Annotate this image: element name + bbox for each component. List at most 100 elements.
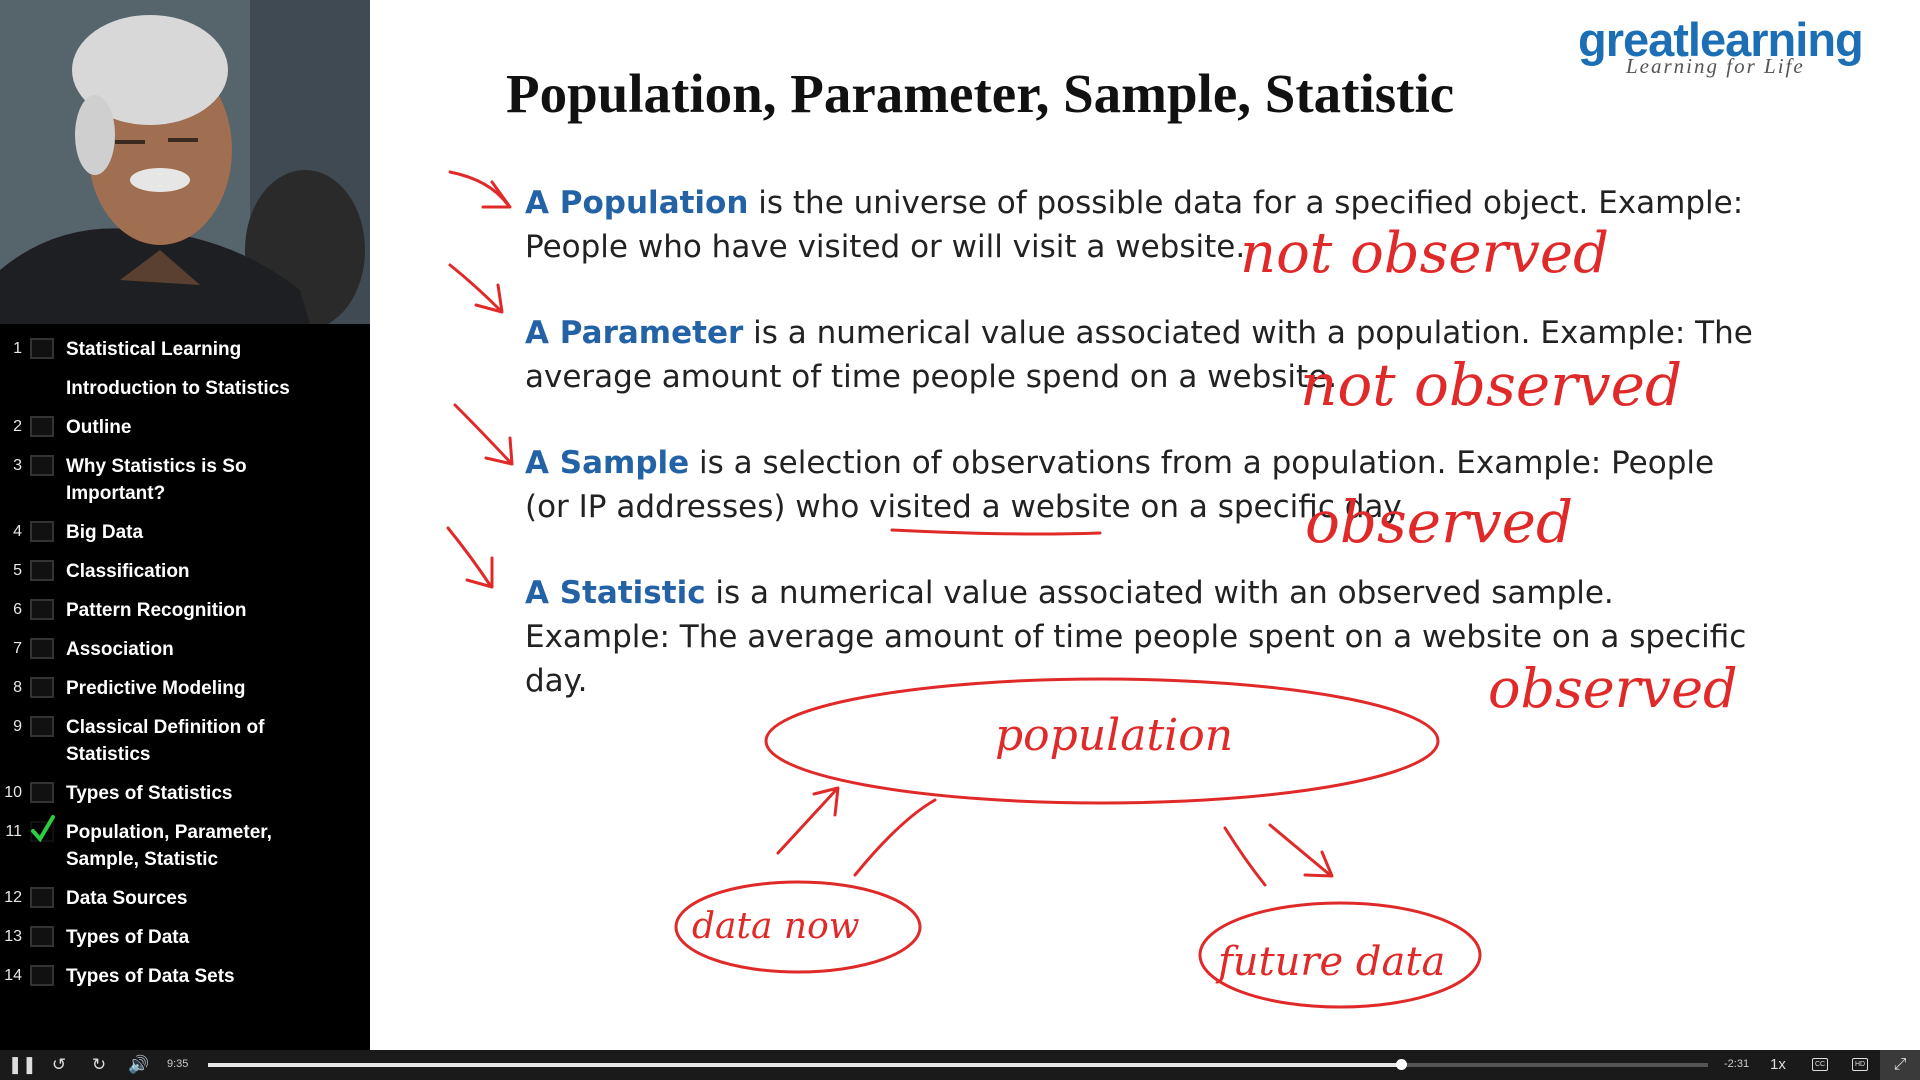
chapter-number: 13 (4, 928, 22, 945)
playback-speed-button[interactable]: 1x (1770, 1056, 1786, 1073)
chapter-number: 1 (13, 340, 22, 357)
chapter-title: Why Statistics is So Important? (66, 456, 247, 504)
pause-icon[interactable]: ❚❚ (8, 1055, 37, 1074)
chapter-number: 10 (4, 784, 22, 801)
volume-icon[interactable]: 🔊 (128, 1055, 150, 1074)
chapter-number: 11 (5, 823, 22, 840)
chapter-number: 14 (4, 967, 22, 984)
annotation-line (853, 798, 937, 877)
remaining-time: -2:31 (1724, 1058, 1750, 1070)
data-now-ellipse (674, 880, 922, 974)
chapter-title: Predictive Modeling (66, 678, 246, 699)
annotation-underline (890, 528, 1102, 536)
chapter-checkbox (30, 560, 54, 581)
chapter-checkbox (30, 965, 54, 986)
annotation-observed-2: observed (1488, 657, 1738, 720)
definition-parameter: A Parameter is a numerical value associa… (525, 315, 1753, 395)
chapter-number: 8 (13, 679, 22, 696)
annotation-line (1223, 826, 1267, 887)
chapter-item[interactable]: Introduction to Statistics (0, 369, 370, 408)
annotation-not-observed-2: not observed (1300, 351, 1682, 419)
chapter-title: Introduction to Statistics (66, 378, 290, 399)
chapter-item[interactable]: 6 Pattern Recognition (0, 591, 370, 630)
annotation-arrow (1268, 823, 1334, 878)
video-player-controls: ❚❚ ↺ ↻ 🔊 9:35 -2:31 1x CC HD ⤢ (0, 1050, 1920, 1080)
chapter-item[interactable]: 5 Classification (0, 552, 370, 591)
forward-icon[interactable]: ↻ (91, 1055, 107, 1074)
future-data-ellipse (1198, 901, 1482, 1009)
captions-button[interactable]: CC (1812, 1058, 1828, 1071)
logo-tagline: Learning for Life (1626, 54, 1805, 78)
handwritten-annotations: not observed not observed observed obser… (446, 170, 1738, 1009)
annotation-observed-1: observed (1305, 488, 1573, 556)
exit-fullscreen-icon[interactable]: ⤢ (1880, 1050, 1920, 1080)
left-panel: 1 Statistical Learning Introduction to Sta… (0, 0, 370, 1050)
chapter-item[interactable]: 8 Predictive Modeling (0, 669, 370, 708)
chapter-title: Types of Data Sets (66, 966, 235, 987)
current-time: 9:35 (167, 1058, 189, 1070)
chapter-number: 9 (13, 718, 22, 735)
chapter-title: Data Sources (66, 888, 188, 909)
chapter-title: Types of Statistics (66, 783, 233, 804)
chapter-number: 4 (13, 523, 22, 540)
chapter-title: Big Data (66, 522, 144, 543)
chapter-list: 1 Statistical Learning Introduction to Sta… (0, 330, 370, 1050)
chapter-number: 5 (13, 562, 22, 579)
annotation-arrow (446, 526, 494, 589)
chapter-title: Classical Definition of Statistics (66, 717, 265, 765)
chapter-number: 6 (13, 601, 22, 618)
annotation-arrow (453, 403, 514, 466)
chapter-title: Association (66, 639, 174, 660)
annotation-arrow (776, 786, 840, 855)
slide-title: Population, Parameter, Sample, Statistic (506, 63, 1455, 124)
diagram-label-future-data: future data (1215, 939, 1445, 985)
diagram-label-data-now: data now (692, 906, 860, 947)
chapter-item[interactable]: 2 Outline (0, 408, 370, 447)
chapter-number: 7 (13, 640, 22, 657)
chapter-title: Outline (66, 417, 132, 438)
chapter-item[interactable]: 1 Statistical Learning (0, 330, 370, 369)
chapter-title: Pattern Recognition (66, 600, 247, 621)
annotation-arrow (448, 263, 504, 314)
chapter-item[interactable]: 13 Types of Data (0, 918, 370, 957)
logo-wordmark: greatlearning (1578, 13, 1864, 66)
chapter-title: Population, Parameter, Sample, Statistic (66, 822, 272, 870)
chapter-title: Types of Data (66, 927, 190, 948)
progress-bar[interactable] (208, 1059, 1708, 1070)
checkmark-icon (31, 815, 55, 843)
annotation-arrow (448, 170, 512, 209)
chapter-complete-checkbox (30, 815, 55, 843)
chapter-number: 3 (13, 457, 22, 474)
chapter-item[interactable]: 12 Data Sources (0, 879, 370, 918)
annotation-not-observed-1: not observed (1240, 221, 1609, 286)
chapter-checkbox (30, 416, 54, 437)
chapter-checkbox (30, 677, 54, 698)
replay-icon[interactable]: ↺ (51, 1055, 67, 1074)
chapter-number: 12 (4, 889, 22, 906)
chapter-checkbox (30, 926, 54, 947)
chapter-number (0, 375, 22, 379)
chapter-number: 2 (13, 418, 22, 435)
chapter-title: Classification (66, 561, 190, 582)
definition-statistic: A Statistic is a numerical value associa… (525, 575, 1747, 699)
chapter-item[interactable]: 7 Association (0, 630, 370, 669)
chapter-checkbox (30, 338, 54, 359)
chapter-item[interactable]: 3 Why Statistics is So Important? (0, 447, 370, 513)
chapter-item[interactable]: 10 Types of Statistics (0, 774, 370, 813)
definition-sample: A Sample is a selection of observations … (525, 445, 1715, 525)
chapter-item[interactable]: 11 Population, Parameter, Sample, Statist… (0, 813, 370, 879)
chapter-title: Statistical Learning (66, 339, 242, 360)
hd-button[interactable]: HD (1852, 1058, 1868, 1071)
chapter-checkbox (30, 716, 54, 737)
chapter-item[interactable]: 9 Classical Definition of Statistics (0, 708, 370, 774)
chapter-checkbox (30, 599, 54, 620)
slide: greatlearning Learning for Life Populati… (370, 0, 1920, 1050)
chapter-item[interactable]: 14 Types of Data Sets (0, 957, 370, 996)
progress-handle[interactable] (1395, 1059, 1407, 1070)
chapter-checkbox (30, 638, 54, 659)
chapter-checkbox (30, 455, 54, 476)
presenter-video (0, 0, 370, 324)
progress-fill (208, 1063, 1401, 1067)
chapter-item[interactable]: 4 Big Data (0, 513, 370, 552)
population-ellipse (764, 677, 1440, 805)
